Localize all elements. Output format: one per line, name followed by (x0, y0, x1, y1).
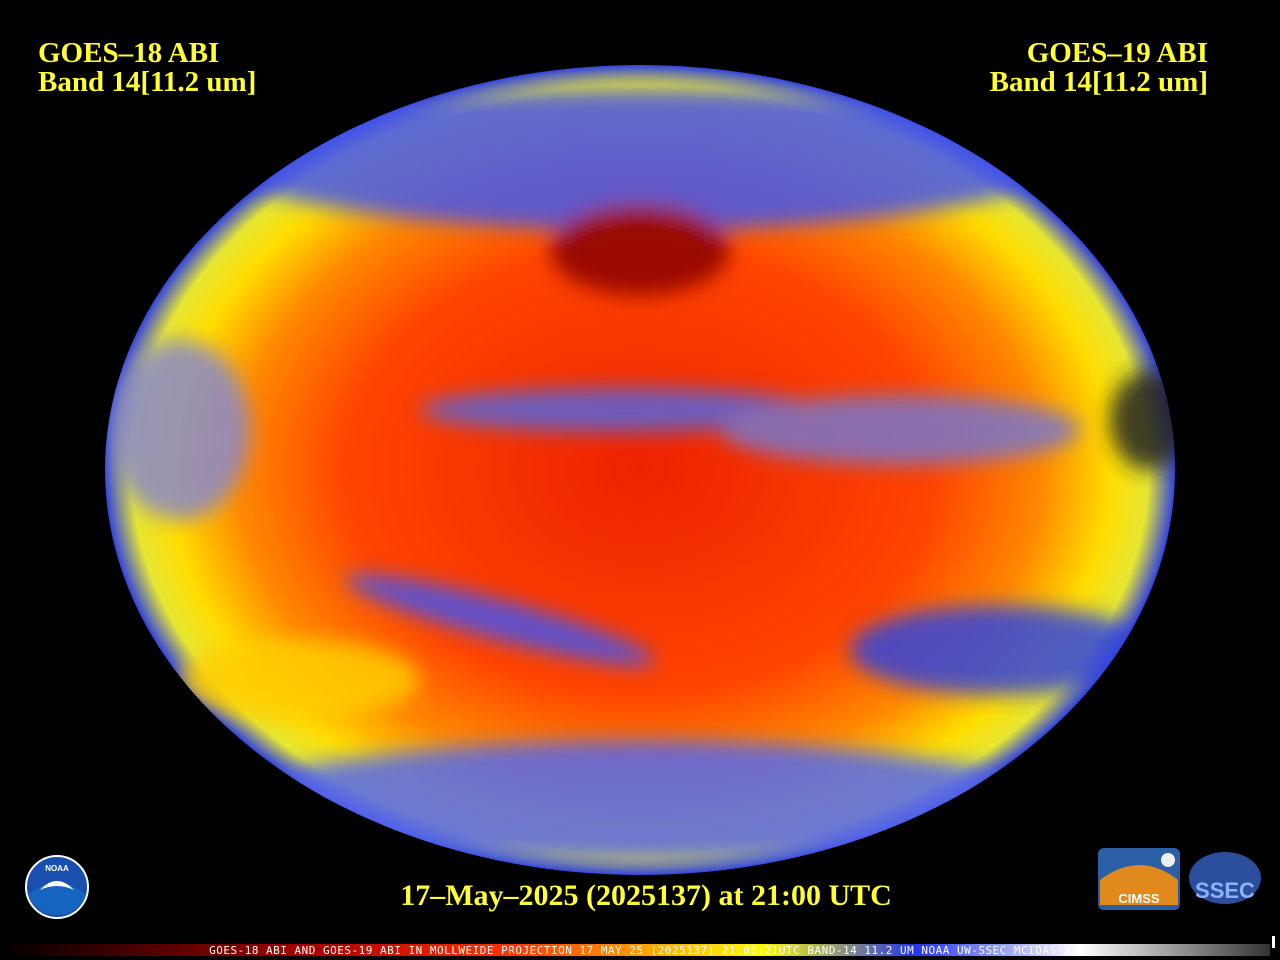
cimss-logo: CIMSS (1098, 848, 1180, 910)
left-band: Band 14[11.2 um] (38, 66, 256, 98)
ssec-logo: SSEC (1189, 852, 1261, 904)
marker (1272, 936, 1275, 948)
timestamp: 17–May–2025 (2025137) at 21:00 UTC (400, 879, 892, 912)
noaa-text: NOAA (45, 864, 69, 873)
right-title: GOES–19 ABI (1027, 37, 1208, 69)
footer-caption: GOES-18 ABI AND GOES-19 ABI IN MOLLWEIDE… (209, 944, 1071, 957)
left-title: GOES–18 ABI (38, 37, 219, 69)
cloud-bands (110, 90, 1175, 860)
ssec-text: SSEC (1195, 878, 1255, 903)
right-band: Band 14[11.2 um] (990, 66, 1208, 98)
color-bar (0, 944, 1270, 956)
cimss-text: CIMSS (1118, 891, 1160, 906)
noaa-logo: NOAA (25, 855, 89, 919)
